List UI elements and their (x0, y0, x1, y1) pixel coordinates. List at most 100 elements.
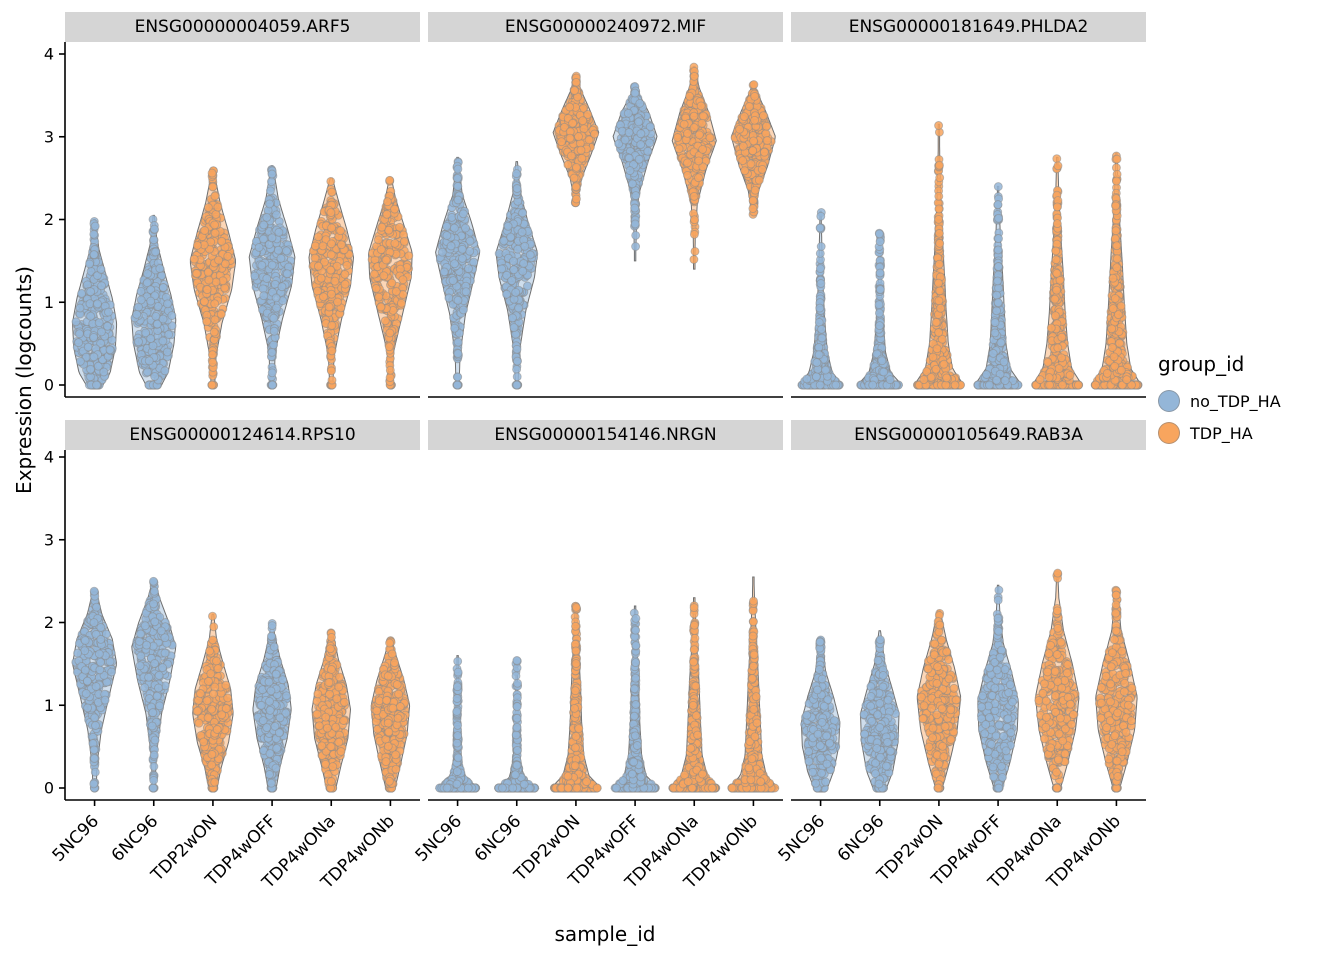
expression-point (85, 259, 95, 269)
expression-point (265, 199, 275, 209)
expression-point (571, 77, 581, 87)
expression-point (518, 266, 528, 276)
expression-point (694, 130, 704, 140)
expression-point (272, 210, 281, 220)
expression-point (931, 364, 941, 374)
expression-point (385, 365, 395, 375)
expression-point (934, 278, 943, 288)
expression-point (563, 160, 573, 170)
expression-point (273, 245, 283, 255)
expression-point (158, 336, 168, 346)
expression-point (326, 208, 336, 218)
expression-point (259, 291, 269, 301)
expression-point (326, 176, 336, 186)
expression-point (259, 220, 269, 230)
expression-point (83, 342, 93, 352)
expression-point (103, 321, 112, 331)
expression-point (746, 159, 756, 169)
expression-point (404, 251, 414, 261)
expression-point (627, 179, 637, 189)
expression-point (934, 121, 944, 130)
expression-point (697, 118, 707, 128)
expression-point (674, 144, 684, 154)
expression-point (373, 235, 383, 245)
expression-point (636, 129, 646, 139)
expression-point (934, 204, 944, 214)
points-5NC96 (71, 217, 117, 390)
expression-point (382, 209, 392, 219)
expression-point (689, 191, 699, 201)
expression-point (579, 124, 589, 134)
expression-point (449, 223, 459, 233)
expression-point (203, 203, 213, 212)
expression-point (750, 185, 760, 195)
expression-point (740, 166, 750, 176)
expression-point (817, 324, 827, 334)
expression-point (815, 380, 825, 390)
expression-point (816, 279, 826, 288)
expression-point (689, 71, 699, 81)
expression-point (453, 195, 463, 205)
expression-point (276, 253, 286, 263)
expression-point (577, 153, 587, 163)
expression-point (282, 246, 291, 256)
expression-point (453, 295, 463, 305)
expression-point (208, 357, 218, 367)
expression-point (336, 226, 346, 236)
expression-point (257, 260, 267, 270)
expression-point (269, 326, 279, 336)
expression-point (192, 269, 202, 278)
expression-point (271, 293, 281, 303)
expression-point (453, 181, 463, 191)
expression-point (326, 239, 336, 249)
expression-point (269, 313, 279, 323)
expression-point (267, 347, 277, 357)
expression-point (267, 260, 277, 270)
expression-point (144, 356, 154, 366)
expression-point (380, 316, 390, 326)
expression-point (509, 256, 518, 266)
expression-point (210, 228, 220, 238)
expression-point (934, 328, 944, 337)
expression-point (155, 264, 165, 273)
expression-point (316, 273, 326, 283)
expression-point (387, 278, 397, 288)
expression-point (310, 241, 320, 251)
expression-point (754, 175, 764, 185)
y-tick-label: 0 (44, 376, 54, 395)
expression-point (319, 292, 328, 302)
expression-point (502, 289, 512, 299)
expression-point (267, 380, 277, 390)
expression-point (643, 146, 653, 156)
expression-point (75, 329, 84, 339)
expression-point (189, 254, 199, 264)
expression-point (630, 88, 640, 98)
expression-point (738, 156, 748, 166)
expression-point (685, 91, 695, 101)
points-TDP4wOFF (973, 182, 1023, 390)
expression-point (569, 173, 579, 183)
expression-point (86, 311, 96, 321)
expression-point (336, 240, 346, 250)
expression-point (136, 286, 146, 296)
expression-point (217, 236, 227, 246)
expression-point (277, 282, 287, 292)
expression-point (757, 164, 767, 174)
expression-point (89, 332, 99, 342)
expression-point (453, 372, 463, 382)
expression-point (457, 244, 467, 254)
expression-point (192, 240, 202, 250)
expression-point (874, 308, 884, 318)
expression-point (452, 380, 462, 390)
expression-point (327, 375, 337, 385)
expression-point (453, 349, 463, 359)
expression-point (272, 303, 281, 313)
expression-point (931, 317, 941, 327)
expression-point (85, 299, 95, 309)
expression-point (762, 136, 772, 145)
expression-point (450, 259, 459, 269)
expression-point (209, 327, 219, 337)
expression-point (340, 269, 350, 279)
